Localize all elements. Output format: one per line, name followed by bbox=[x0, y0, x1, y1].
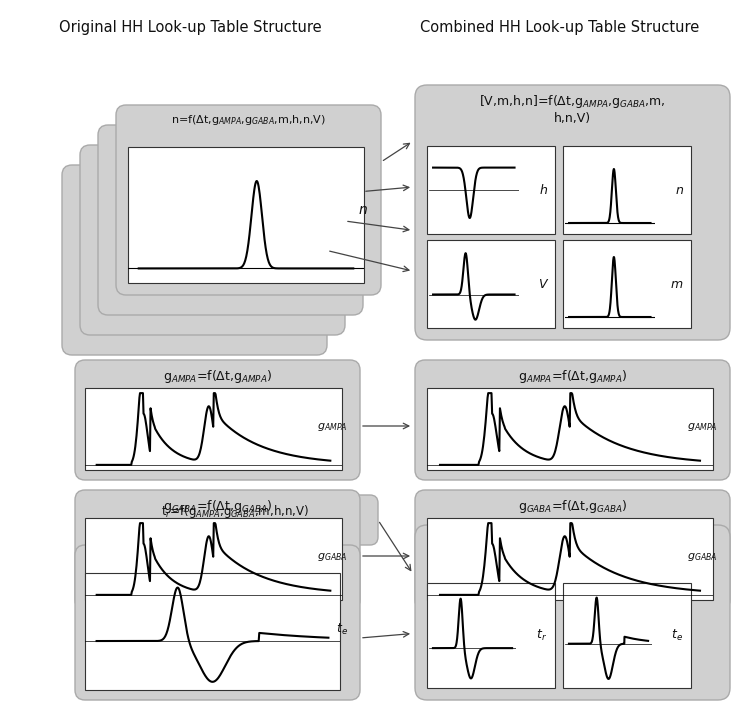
Bar bbox=[563, 583, 691, 688]
FancyBboxPatch shape bbox=[98, 125, 363, 315]
Text: n: n bbox=[675, 184, 683, 197]
Text: g$_{GABA}$=f($\Delta$t,g$_{GABA}$): g$_{GABA}$=f($\Delta$t,g$_{GABA}$) bbox=[518, 498, 627, 515]
Text: m: m bbox=[670, 277, 683, 290]
FancyBboxPatch shape bbox=[93, 495, 378, 545]
Text: [t$_r$,t$_e$]=f(g$_{AMPA}$,g$_{GABA}$,m,h,n,V): [t$_r$,t$_e$]=f(g$_{AMPA}$,g$_{GABA}$,m,… bbox=[482, 533, 664, 550]
FancyBboxPatch shape bbox=[75, 490, 360, 610]
Text: g$_{GABA}$: g$_{GABA}$ bbox=[687, 551, 718, 563]
Text: n=f($\Delta$t,g$_{AMPA}$,g$_{GABA}$,m,h,n,V): n=f($\Delta$t,g$_{AMPA}$,g$_{GABA}$,m,h,… bbox=[171, 113, 326, 127]
FancyBboxPatch shape bbox=[80, 145, 345, 335]
Text: t$_e$: t$_e$ bbox=[336, 622, 348, 637]
Bar bbox=[128, 147, 364, 283]
Text: Combined HH Look-up Table Structure: Combined HH Look-up Table Structure bbox=[420, 20, 700, 35]
Text: t$_e$: t$_e$ bbox=[671, 628, 683, 643]
Bar bbox=[563, 146, 691, 234]
Text: g$_{GABA}$: g$_{GABA}$ bbox=[317, 551, 348, 563]
FancyBboxPatch shape bbox=[415, 85, 730, 340]
Text: t$_r$: t$_r$ bbox=[536, 628, 547, 643]
FancyBboxPatch shape bbox=[415, 525, 730, 700]
Bar bbox=[427, 146, 555, 234]
Text: V: V bbox=[538, 277, 547, 290]
Bar bbox=[427, 388, 713, 470]
Text: n: n bbox=[358, 203, 368, 217]
Text: Original HH Look-up Table Structure: Original HH Look-up Table Structure bbox=[58, 20, 321, 35]
Bar bbox=[427, 240, 555, 328]
FancyBboxPatch shape bbox=[62, 165, 327, 355]
Text: g$_{GABA}$=f($\Delta$t,g$_{GABA}$): g$_{GABA}$=f($\Delta$t,g$_{GABA}$) bbox=[163, 498, 272, 515]
Bar bbox=[563, 240, 691, 328]
Text: h=f($\Delta$t,g$_{AMPA}$,g$_{GABA}$,m,h,n,V): h=f($\Delta$t,g$_{AMPA}$,g$_{GABA}$,m,h,… bbox=[153, 133, 308, 147]
Text: g$_{AMPA}$: g$_{AMPA}$ bbox=[317, 421, 348, 433]
Text: m=f($\Delta$t,g$_{AMPA}$,g$_{GABA}$,m,h,n,V): m=f($\Delta$t,g$_{AMPA}$,g$_{GABA}$,m,h,… bbox=[134, 153, 292, 167]
Text: t$_e$=f(g$_{AMPA}$,g$_{GABA}$,m,h,n,V): t$_e$=f(g$_{AMPA}$,g$_{GABA}$,m,h,n,V) bbox=[138, 553, 297, 570]
FancyBboxPatch shape bbox=[75, 360, 360, 480]
Bar bbox=[85, 573, 340, 690]
Bar bbox=[427, 583, 555, 688]
FancyBboxPatch shape bbox=[415, 360, 730, 480]
Text: g$_{AMPA}$=f($\Delta$t,g$_{AMPA}$): g$_{AMPA}$=f($\Delta$t,g$_{AMPA}$) bbox=[518, 368, 627, 385]
FancyBboxPatch shape bbox=[415, 490, 730, 610]
FancyBboxPatch shape bbox=[75, 545, 360, 700]
Text: t$_r$=f(g$_{AMPA}$,g$_{GABA}$,m,h,n,V): t$_r$=f(g$_{AMPA}$,g$_{GABA}$,m,h,n,V) bbox=[161, 503, 310, 520]
Bar bbox=[85, 388, 342, 470]
Text: [V,m,h,n]=f($\Delta$t,g$_{AMPA}$,g$_{GABA}$,m,
h,n,V): [V,m,h,n]=f($\Delta$t,g$_{AMPA}$,g$_{GAB… bbox=[479, 93, 666, 125]
Text: g$_{AMPA}$: g$_{AMPA}$ bbox=[687, 421, 718, 433]
Text: h: h bbox=[539, 184, 547, 197]
Text: V=f($\Delta$t,g$_{AMPA}$,g$_{GABA}$,m,h,n,V): V=f($\Delta$t,g$_{AMPA}$,g$_{GABA}$,m,h,… bbox=[117, 173, 272, 187]
Bar bbox=[85, 518, 342, 600]
Bar bbox=[427, 518, 713, 600]
FancyBboxPatch shape bbox=[116, 105, 381, 295]
Text: g$_{AMPA}$=f($\Delta$t,g$_{AMPA}$): g$_{AMPA}$=f($\Delta$t,g$_{AMPA}$) bbox=[163, 368, 272, 385]
